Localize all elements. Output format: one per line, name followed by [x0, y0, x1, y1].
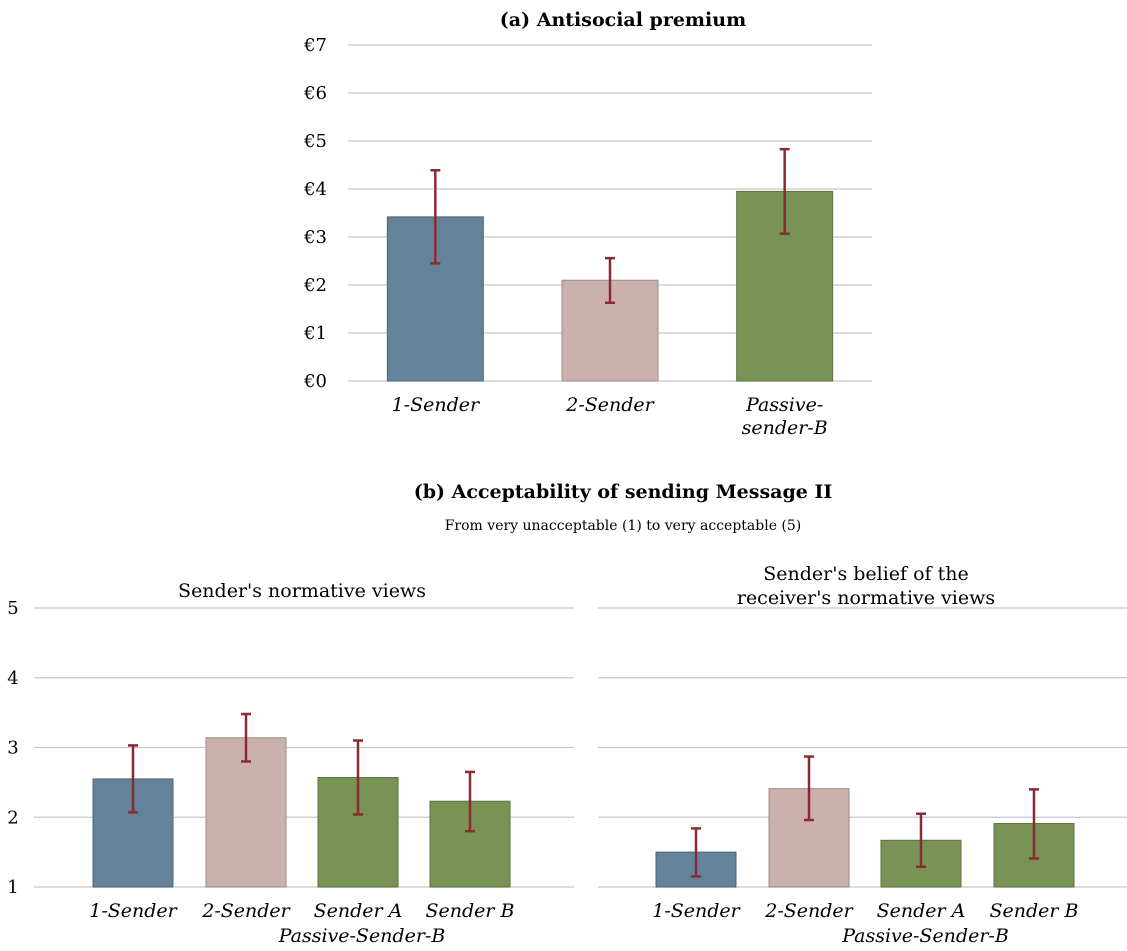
x-group-label: Passive-Sender-B	[278, 925, 446, 947]
x-tick-label: 1-Sender	[89, 900, 178, 922]
y-tick-label: 2	[7, 807, 18, 828]
x-tick-label: Sender B	[426, 900, 515, 922]
y-tick-label: €3	[303, 227, 327, 248]
x-tick-label: Sender A	[314, 900, 403, 922]
chart-a-x-axis: 1-Sender 2-Sender Passive-sender-B	[392, 394, 828, 439]
y-tick-label: €1	[303, 323, 327, 344]
chart-b-x-axis: 1-Sender 2-Sender Sender A Sender B Passive-…	[89, 900, 1078, 947]
chart-b-error-bars	[128, 712, 1039, 878]
x-tick-label: Sender B	[990, 900, 1079, 922]
chart-b-subtitle: From very unacceptable (1) to very accep…	[445, 518, 802, 534]
y-tick-label: 3	[7, 738, 18, 759]
chart-a-title: (a) Antisocial premium	[500, 9, 746, 31]
x-tick-label: Passive-	[745, 394, 823, 416]
y-tick-label: 1	[7, 877, 18, 898]
y-tick-label: 5	[7, 598, 18, 619]
x-tick-label: 1-Sender	[392, 394, 481, 416]
x-tick-label: sender-B	[742, 417, 828, 439]
x-tick-label: 2-Sender	[764, 900, 854, 922]
y-tick-label: €7	[303, 35, 327, 56]
x-tick-label: 1-Sender	[652, 900, 741, 922]
chart-b-gridlines	[34, 607, 1127, 888]
y-tick-label: €0	[303, 371, 327, 392]
panel-right-title-line2: receiver's normative views	[737, 587, 995, 609]
y-tick-label: €5	[303, 131, 327, 152]
y-tick-label: €4	[303, 179, 327, 200]
chart-a-error-bars	[430, 147, 790, 305]
y-tick-label: 4	[7, 668, 18, 689]
x-tick-label: 2-Sender	[201, 900, 291, 922]
chart-antisocial-premium: (a) Antisocial premium €0€1€2€3€4€5€6€7 …	[303, 9, 872, 439]
chart-a-y-axis: €0 €1 €2 €3 €4 €5 €6 €7	[303, 35, 327, 392]
chart-acceptability: (b) Acceptability of sending Message II …	[7, 481, 1127, 947]
panel-right-title-line1: Sender's belief of the	[763, 563, 969, 585]
chart-b-y-axis: 1 2 3 4 5	[7, 598, 18, 898]
panel-left-title: Sender's normative views	[178, 580, 426, 602]
x-tick-label: Sender A	[877, 900, 966, 922]
chart-b-title: (b) Acceptability of sending Message II	[414, 481, 833, 503]
x-tick-label: 2-Sender	[565, 394, 655, 416]
y-tick-label: €2	[303, 275, 327, 296]
x-group-label: Passive-Sender-B	[841, 925, 1009, 947]
chart-b-bars	[92, 737, 1075, 888]
y-tick-label: €6	[303, 83, 327, 104]
